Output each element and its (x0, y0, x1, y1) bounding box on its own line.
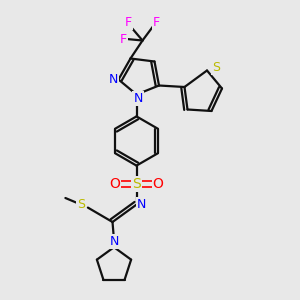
Text: S: S (132, 177, 141, 191)
Text: N: N (137, 198, 147, 211)
Text: F: F (125, 16, 132, 29)
Text: S: S (212, 61, 220, 74)
Text: F: F (119, 33, 127, 46)
Text: S: S (77, 197, 85, 211)
Text: O: O (110, 177, 120, 191)
Text: O: O (153, 177, 164, 191)
Text: N: N (108, 73, 118, 86)
Text: F: F (153, 16, 160, 29)
Text: N: N (133, 92, 143, 105)
Text: N: N (110, 235, 119, 248)
